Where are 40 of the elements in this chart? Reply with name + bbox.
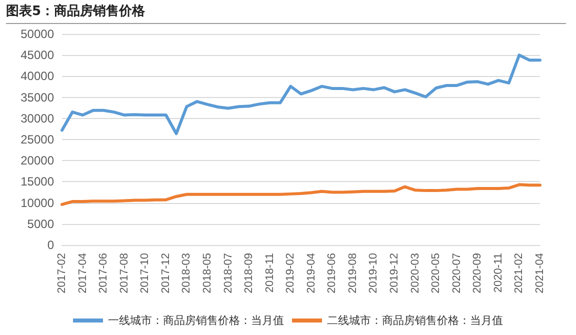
- x-tick-label: 2017-02: [56, 253, 68, 294]
- x-tick-label: 2020-09: [472, 253, 484, 294]
- x-tick-label: 2018-03: [180, 253, 193, 294]
- x-tick-label: 2019-12: [388, 253, 401, 294]
- y-tick-label: 25000: [20, 132, 54, 146]
- y-tick-label: 30000: [20, 111, 54, 126]
- line-series: [60, 183, 542, 206]
- line-series: [60, 54, 542, 136]
- x-tick-label: 2017-12: [160, 253, 172, 294]
- x-tick-label: 2021-02: [513, 253, 526, 294]
- chart-title: 图表5：商品房销售价格: [6, 2, 566, 24]
- x-tick-label: 2019-10: [368, 253, 380, 294]
- x-tick-label: 2019-08: [346, 253, 359, 294]
- x-tick-label: 2017-10: [139, 253, 152, 294]
- legend-label: 一线城市：商品房销售价格：当月值: [108, 314, 284, 327]
- x-tick-label: 2017-08: [118, 253, 130, 294]
- x-tick-label: 2020-03: [409, 253, 422, 294]
- x-tick-label: 2020-07: [450, 253, 463, 294]
- x-tick-label: 2019-02: [284, 253, 297, 294]
- x-tick-label: 2019-04: [305, 253, 318, 294]
- y-tick-label: 50000: [20, 27, 54, 41]
- x-tick-label: 2020-05: [430, 253, 442, 294]
- x-tick-label: 2019-06: [326, 253, 338, 294]
- x-tick-label: 2018-07: [222, 253, 234, 294]
- y-tick-label: 0: [47, 238, 54, 252]
- y-tick-label: 5000: [27, 216, 54, 231]
- x-tick-label: 2020-11: [492, 253, 504, 293]
- x-tick-label: 2018-09: [243, 253, 256, 294]
- x-tick-label: 2017-04: [76, 253, 89, 294]
- y-tick-label: 35000: [20, 90, 54, 104]
- legend-label: 二线城市：商品房销售价格：当月值: [327, 314, 503, 327]
- y-tick-label: 15000: [20, 174, 54, 189]
- x-tick-label: 2017-06: [98, 253, 110, 294]
- y-tick-label: 40000: [20, 69, 54, 84]
- y-tick-label: 20000: [20, 154, 54, 168]
- x-tick-label: 2021-04: [534, 253, 546, 294]
- y-tick-label: 10000: [20, 196, 54, 210]
- x-tick-label: 2018-05: [201, 253, 214, 294]
- y-tick-label: 45000: [20, 48, 54, 62]
- x-tick-label: 2018-11: [264, 253, 276, 293]
